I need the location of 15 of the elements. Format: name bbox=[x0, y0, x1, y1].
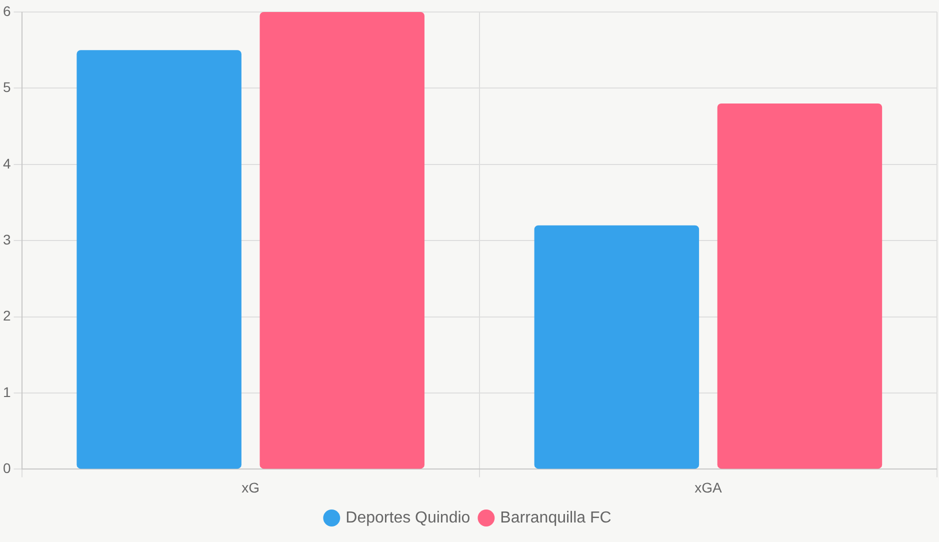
bar bbox=[717, 103, 882, 469]
y-tick-label: 2 bbox=[2, 308, 11, 324]
y-tick-label: 5 bbox=[2, 79, 11, 96]
x-tick-label: xGA bbox=[694, 479, 722, 496]
y-tick-label: 3 bbox=[2, 231, 11, 248]
y-tick-label: 0 bbox=[2, 460, 11, 476]
legend-label: Barranquilla FC bbox=[500, 509, 612, 526]
bar bbox=[76, 50, 242, 469]
y-tick-label: 1 bbox=[2, 384, 11, 400]
y-tick-label: 6 bbox=[2, 2, 11, 19]
legend-label: Deportes Quindio bbox=[346, 509, 470, 526]
bar bbox=[534, 225, 700, 469]
bar bbox=[260, 12, 424, 469]
x-tick-label: xG bbox=[242, 479, 260, 496]
y-tick-label: 4 bbox=[2, 155, 11, 172]
